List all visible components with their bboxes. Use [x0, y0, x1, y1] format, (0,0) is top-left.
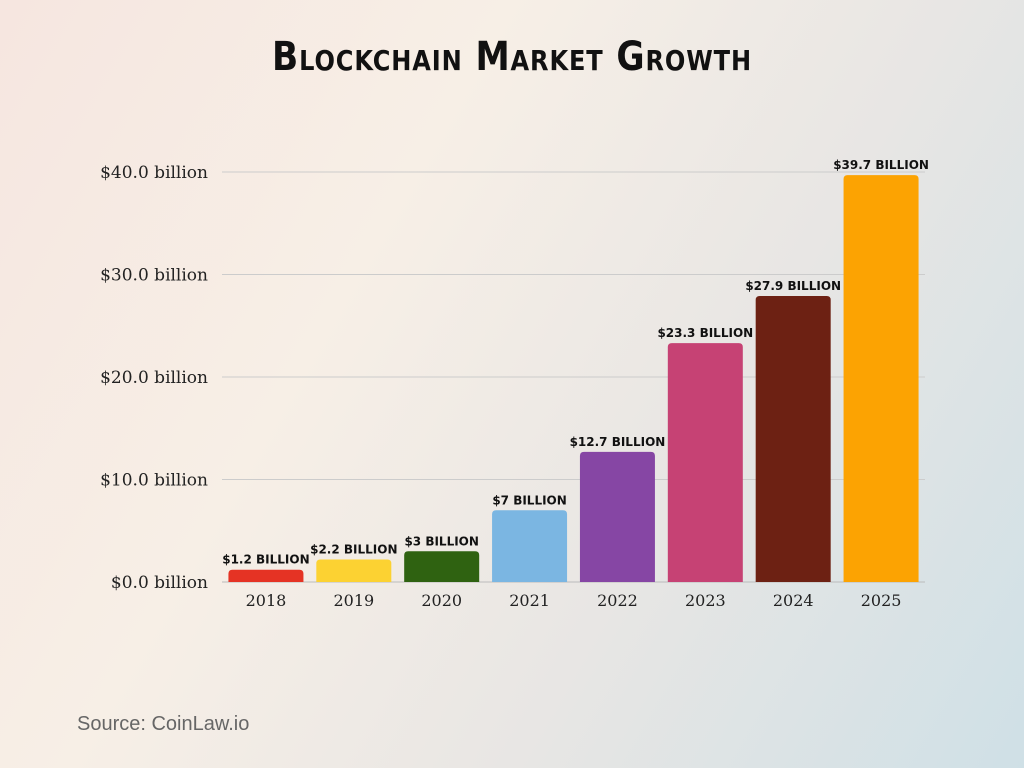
x-tick-label: 2018	[246, 591, 287, 610]
source-note: Source: CoinLaw.io	[77, 713, 250, 735]
data-label: $27.9 billion	[745, 279, 841, 293]
y-tick-label: $20.0 billion	[100, 368, 208, 388]
x-tick-label: 2019	[333, 591, 374, 610]
data-label: $7 billion	[492, 493, 567, 507]
data-label: $1.2 billion	[222, 553, 309, 567]
x-tick-label: 2020	[421, 591, 462, 610]
bar-2025	[843, 175, 919, 582]
y-tick-label: $0.0 billion	[111, 573, 208, 593]
data-label: $12.7 billion	[570, 435, 666, 449]
data-label: $23.3 billion	[657, 326, 753, 340]
x-tick-label: 2024	[773, 591, 814, 610]
x-tick-label: 2023	[685, 591, 726, 610]
y-tick-label: $40.0 billion	[100, 163, 208, 183]
bar-2024	[755, 296, 831, 582]
data-label: $3 billion	[404, 534, 479, 548]
bar-2023	[667, 343, 743, 582]
chart-title: Blockchain Market Growth	[272, 34, 752, 80]
bar-2021	[492, 510, 568, 582]
bar-2018	[228, 569, 304, 582]
x-tick-label: 2022	[597, 591, 638, 610]
data-label: $2.2 billion	[310, 542, 397, 556]
y-tick-label: $10.0 billion	[100, 471, 208, 491]
bar-2020	[404, 551, 480, 582]
x-tick-label: 2025	[861, 591, 902, 610]
y-tick-label: $30.0 billion	[100, 266, 208, 286]
data-label: $39.7 billion	[833, 158, 929, 172]
bar-2019	[316, 559, 392, 582]
x-tick-label: 2021	[509, 591, 550, 610]
bar-2022	[579, 451, 655, 582]
